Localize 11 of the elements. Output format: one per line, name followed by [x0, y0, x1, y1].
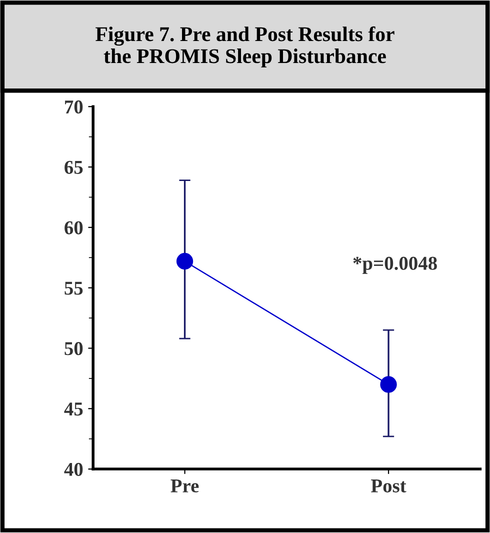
- y-tick-label: 60: [64, 221, 83, 234]
- y-tick-label: 50: [64, 342, 83, 356]
- y-tick-label: 55: [64, 282, 83, 295]
- x-tick-label: Pre: [170, 480, 199, 492]
- x-tick-label: Post: [371, 480, 406, 492]
- y-tick-label: 70: [65, 100, 83, 114]
- chart-title: Figure 7. Pre and Post Results for the PROMIS Sleep Disturbance: [96, 26, 394, 68]
- annotation: *p=0.0048: [353, 256, 437, 274]
- y-tick-label: 40: [64, 462, 83, 476]
- y-tick-label: 45: [64, 402, 83, 416]
- y-tick-label: 65: [64, 160, 83, 174]
